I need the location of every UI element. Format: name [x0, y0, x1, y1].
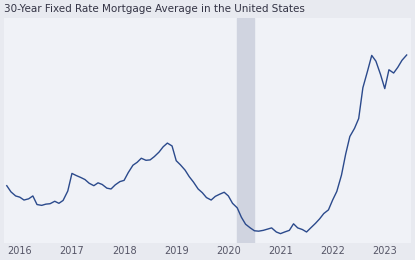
Bar — [237, 18, 254, 243]
Text: 30-Year Fixed Rate Mortgage Average in the United States: 30-Year Fixed Rate Mortgage Average in t… — [4, 4, 305, 14]
